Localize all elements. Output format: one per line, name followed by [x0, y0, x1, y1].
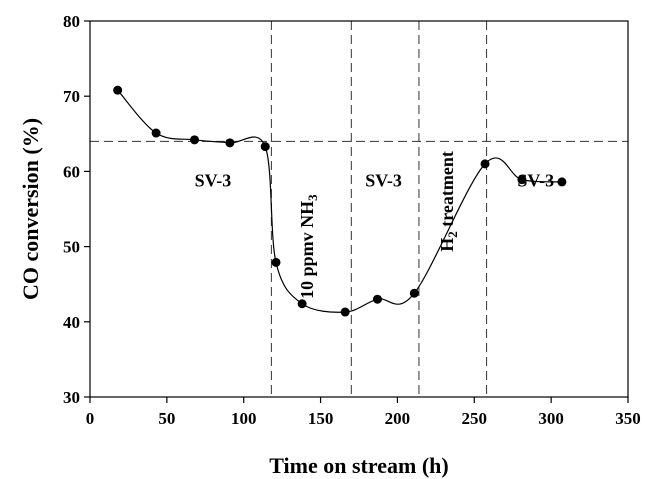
y-tick-label: 40: [63, 313, 80, 332]
x-axis-ticks: 0 50 100 150 200 250 300 350: [86, 397, 641, 428]
y-tick-label: 60: [63, 162, 80, 181]
data-point: [297, 299, 307, 309]
region-label: SV-3: [517, 170, 554, 190]
x-tick-label: 250: [462, 409, 488, 428]
data-point: [340, 307, 350, 317]
y-tick-label: 70: [63, 87, 80, 106]
data-point: [260, 142, 270, 152]
x-tick-label: 300: [538, 409, 564, 428]
region-label: SV-3: [195, 170, 232, 190]
x-tick-label: 0: [86, 409, 95, 428]
data-point: [151, 128, 161, 138]
data-point: [409, 288, 419, 298]
x-tick-label: 50: [158, 409, 175, 428]
data-point: [517, 175, 527, 185]
y-axis-ticks: 30 40 50 60 70 80: [63, 12, 90, 407]
data-points: [113, 85, 567, 317]
data-point: [113, 85, 123, 95]
plot-frame: [89, 20, 629, 398]
data-point: [190, 135, 200, 145]
y-tick-label: 50: [63, 238, 80, 257]
x-tick-label: 350: [615, 409, 641, 428]
data-point: [557, 177, 567, 187]
x-tick-label: 200: [385, 409, 411, 428]
y-tick-label: 30: [63, 388, 80, 407]
x-tick-label: 150: [308, 409, 334, 428]
y-tick-label: 80: [63, 12, 80, 31]
data-point: [372, 294, 382, 304]
region-label: 10 ppmv NH3: [297, 194, 320, 299]
series-smoothed-line: [117, 89, 562, 313]
y-axis-title: CO conversion (%): [18, 118, 43, 300]
data-point: [480, 159, 490, 169]
reference-lines: [90, 21, 628, 397]
x-tick-label: 100: [231, 409, 257, 428]
x-axis-title: Time on stream (h): [269, 453, 448, 478]
region-label: H2 treatment: [437, 151, 460, 252]
data-point: [225, 138, 235, 148]
region-label: SV-3: [365, 170, 402, 190]
data-point: [271, 257, 281, 267]
region-annotations: SV-3 10 ppmv NH3 SV-3 H2 treatment SV-3: [195, 151, 554, 299]
